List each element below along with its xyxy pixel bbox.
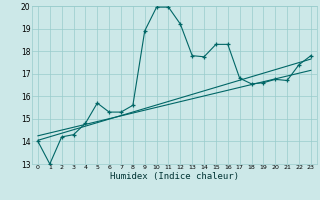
X-axis label: Humidex (Indice chaleur): Humidex (Indice chaleur) <box>110 172 239 181</box>
